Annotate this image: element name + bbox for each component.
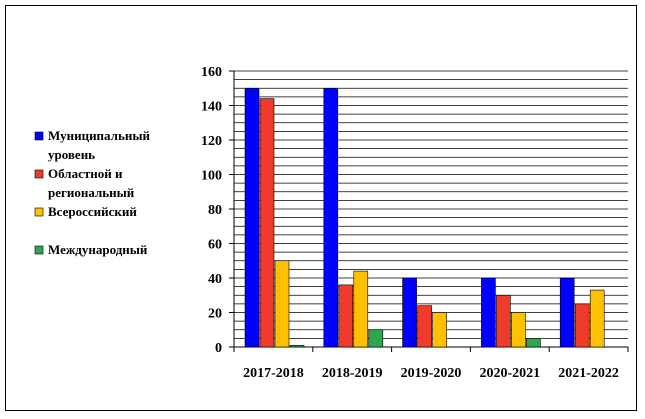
- bar-4-2017-2018: [289, 344, 305, 348]
- bar-2-2019-2020: [417, 305, 432, 348]
- bar-1-2020-2021: [481, 277, 496, 348]
- y-tick-label: 100: [201, 169, 222, 184]
- x-tick-label: 2019-2020: [401, 366, 462, 381]
- legend-swatch: [34, 169, 44, 179]
- legend-swatch: [34, 245, 44, 255]
- y-tick-label: 160: [201, 65, 222, 80]
- y-tick-label: 0: [215, 341, 222, 356]
- bar-3-2021-2022: [589, 289, 605, 348]
- y-tick-label: 80: [208, 203, 222, 218]
- x-tick-label: 2018-2019: [322, 366, 383, 381]
- bar-1-2021-2022: [559, 277, 575, 348]
- bar-2-2021-2022: [574, 303, 590, 348]
- bar-3-2018-2019: [353, 270, 369, 348]
- bar-1-2018-2019: [323, 87, 339, 348]
- legend-label: Муниципальный уровень: [48, 128, 150, 162]
- bar-1-2017-2018: [244, 87, 260, 348]
- bar-2-2018-2019: [338, 284, 354, 348]
- x-tick-label: 2021-2022: [558, 366, 619, 381]
- bar-2-2020-2021: [496, 294, 511, 348]
- y-tick-label: 40: [208, 272, 222, 287]
- legend-label: Областной и региональный: [48, 166, 135, 200]
- bar-3-2020-2021: [511, 312, 526, 348]
- bar-2-2017-2018: [259, 98, 275, 348]
- bar-3-2017-2018: [274, 260, 290, 348]
- bar-4-2018-2019: [368, 329, 384, 348]
- y-tick-label: 60: [208, 238, 222, 253]
- legend-swatch: [34, 207, 44, 217]
- bar-3-2019-2020: [432, 312, 447, 348]
- bar-4-2020-2021: [526, 338, 541, 348]
- legend-label: Международный: [48, 242, 148, 257]
- bar-1-2019-2020: [402, 277, 417, 348]
- legend-label: Всероссийский: [48, 204, 137, 219]
- x-tick-label: 2020-2021: [479, 366, 540, 381]
- x-tick-label: 2017-2018: [243, 366, 304, 381]
- y-tick-label: 20: [208, 307, 222, 322]
- y-tick-label: 140: [201, 100, 222, 115]
- legend-swatch: [34, 131, 44, 141]
- y-tick-label: 120: [201, 134, 222, 149]
